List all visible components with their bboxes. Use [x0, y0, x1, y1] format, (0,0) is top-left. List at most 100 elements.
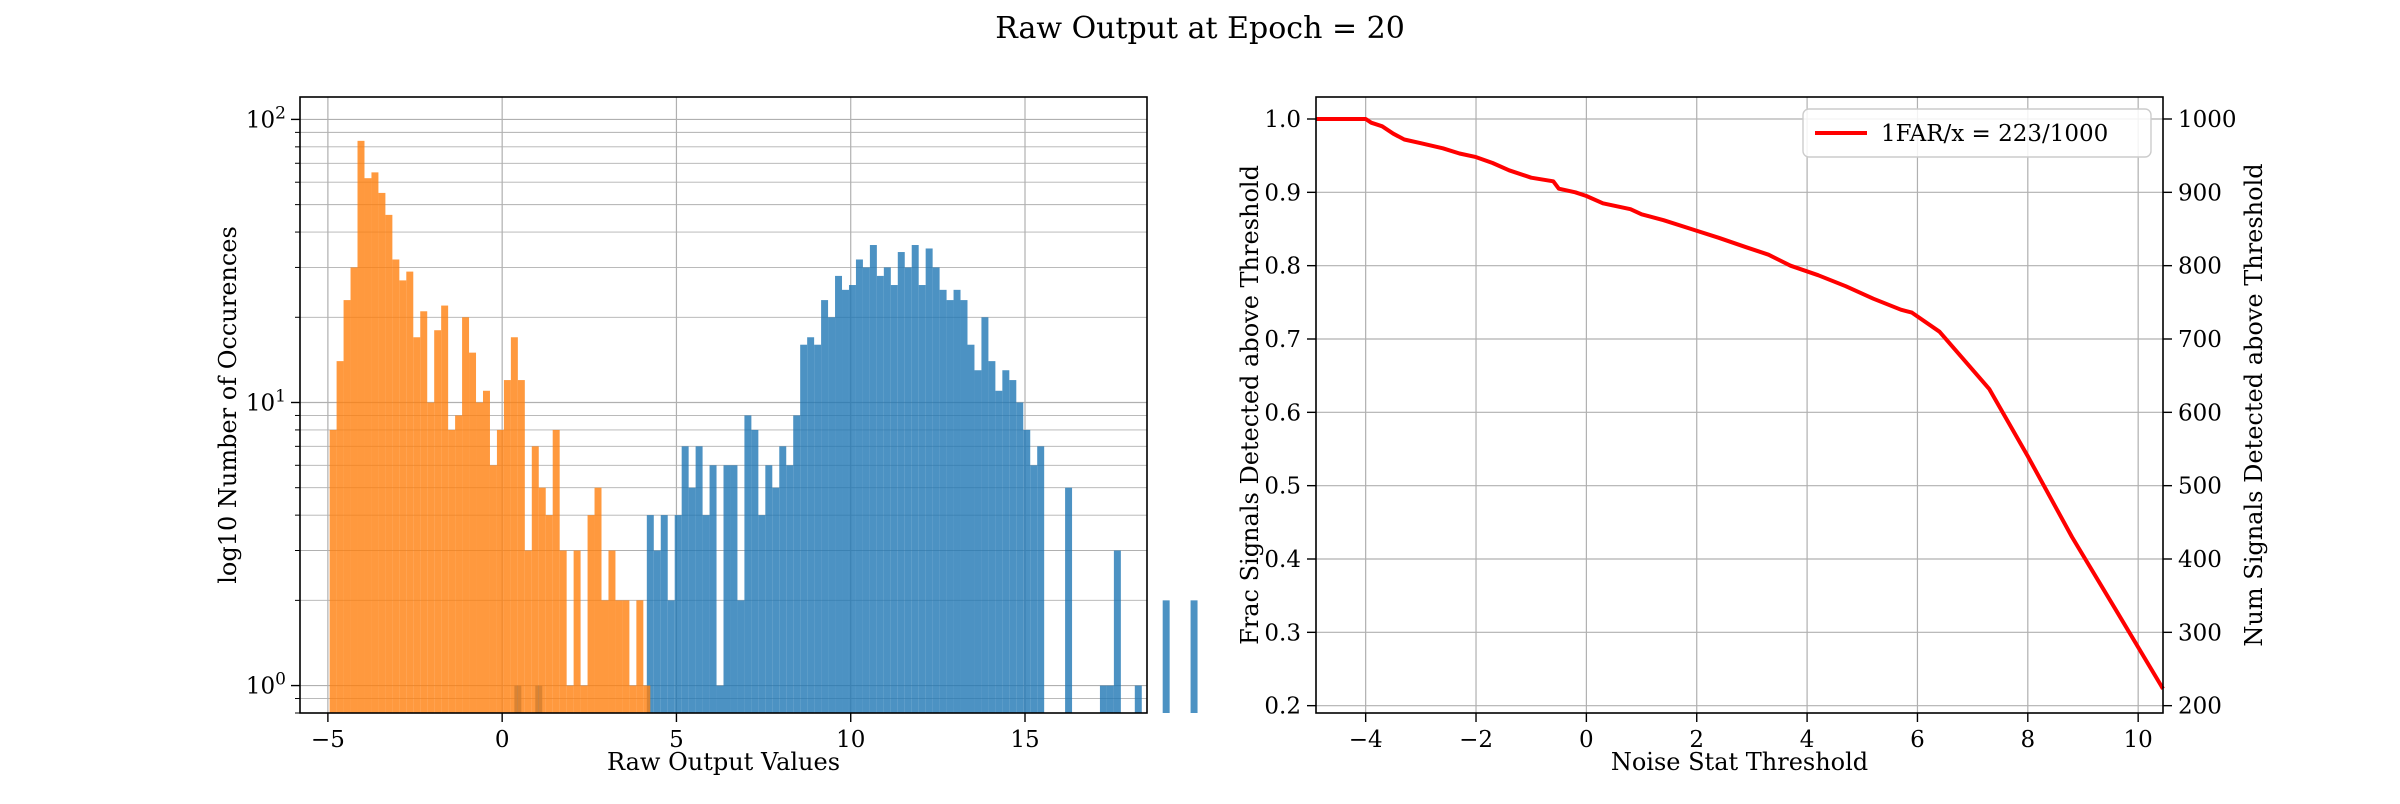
histogram-bar: [1009, 380, 1017, 713]
histogram-bar: [573, 550, 581, 713]
histogram-bar: [828, 317, 836, 713]
histogram-bar: [730, 465, 738, 713]
histogram-bar: [653, 550, 661, 713]
histogram-bar: [552, 429, 560, 713]
histogram-bar: [967, 344, 975, 713]
histogram-bar: [974, 370, 982, 713]
histogram-bar: [681, 446, 689, 713]
histogram-bar: [702, 515, 710, 713]
histogram-bar: [566, 685, 574, 713]
y-tick-label: 0.5: [1264, 474, 1301, 500]
y-tick-label: 0.6: [1264, 400, 1301, 426]
histogram-bar: [723, 465, 731, 713]
histogram-bar: [601, 600, 609, 713]
histogram-bar: [364, 178, 372, 713]
histogram-bar: [1099, 685, 1107, 713]
histogram-bar: [1162, 600, 1170, 713]
histogram-bar: [862, 267, 870, 713]
x-tick-label: 2: [1689, 727, 1704, 753]
histogram-bar: [545, 515, 553, 713]
histogram-bar: [343, 300, 351, 713]
histogram-bar: [580, 685, 588, 713]
y2-tick-label: 500: [2178, 474, 2222, 500]
histogram-bar: [482, 390, 490, 713]
histogram-bar: [786, 465, 794, 713]
histogram-bar: [883, 267, 891, 713]
figure-title: Raw Output at Epoch = 20: [995, 11, 1405, 46]
y-tick-label: 0.7: [1264, 327, 1301, 353]
histogram-bar: [608, 550, 616, 713]
y2-tick-label: 600: [2178, 400, 2222, 426]
histogram-bar: [524, 550, 532, 713]
histogram-bar: [695, 446, 703, 713]
line-chart-y2-axis-label: Num Signals Detected above Threshold: [2240, 163, 2268, 646]
histogram-bar: [716, 685, 724, 713]
threshold-line-chart: −4 −2 0 2 4 6 8 10 0.2 0.3 0.4 0.5 0.6 0.7 0.8 0.9 1.0 20…: [1236, 96, 2268, 776]
histogram-bar: [807, 337, 815, 713]
histogram-bar: [1023, 429, 1031, 713]
y2-tick-label: 300: [2178, 620, 2222, 646]
series-line: [1316, 117, 2165, 690]
line-chart-grid: [1316, 97, 2163, 713]
histogram-bar: [751, 429, 759, 713]
histogram-bar: [420, 311, 428, 713]
histogram-bar: [496, 429, 504, 713]
histogram-bar: [378, 192, 386, 714]
histogram-axes-frame: [299, 96, 1148, 714]
line-chart-legend: 1FAR/x = 223/1000: [1802, 108, 2152, 158]
y2-tick-label: 400: [2178, 547, 2222, 573]
x-tick-label: −4: [1349, 727, 1383, 753]
histogram-bar: [855, 259, 863, 713]
histogram-bar: [622, 600, 630, 713]
y2-tick-label: 700: [2178, 327, 2222, 353]
x-tick-label: −2: [1459, 727, 1493, 753]
line-chart-y-axis-label: Frac Signals Detected above Threshold: [1236, 165, 1264, 645]
histogram-bar: [406, 271, 414, 713]
histogram-bar: [674, 515, 682, 713]
histogram-bar: [758, 515, 766, 713]
histogram-bar: [814, 344, 822, 713]
histogram-bar: [667, 600, 675, 713]
y-tick-label: 0.4: [1264, 547, 1301, 573]
histogram-bar: [629, 685, 637, 713]
histogram-bar: [1113, 550, 1121, 713]
histogram-bar: [559, 550, 567, 713]
y-tick-label: 102: [246, 103, 286, 133]
histogram-bar: [594, 487, 602, 713]
histogram-bar: [615, 600, 623, 713]
y2-tick-label: 200: [2178, 694, 2222, 720]
histogram-bar: [793, 415, 801, 713]
histogram-bar: [848, 285, 856, 713]
histogram-bar: [904, 267, 912, 713]
histogram-bar: [371, 172, 379, 713]
line-chart-x-axis-label: Noise Stat Threshold: [1611, 748, 1868, 776]
histogram-bar: [455, 415, 463, 713]
y2-tick-label: 800: [2178, 254, 2222, 280]
histogram-bar: [842, 289, 849, 713]
histogram-series-1: [514, 245, 1198, 714]
x-tick-label: 5: [669, 727, 684, 753]
histogram-bar: [688, 487, 696, 713]
histogram-bar: [503, 380, 511, 713]
y2-tick-label: 900: [2178, 180, 2222, 206]
histogram-bar: [1190, 600, 1198, 713]
histogram-bar: [772, 487, 780, 713]
histogram-bar: [329, 429, 337, 713]
y-tick-label: 0.8: [1264, 254, 1301, 280]
histogram-bar: [385, 214, 393, 713]
histogram-x-axis-label: Raw Output Values: [607, 748, 840, 776]
legend-label: 1FAR/x = 223/1000: [1881, 121, 2108, 147]
y-tick-label: 0.3: [1264, 620, 1301, 646]
histogram-bar: [643, 685, 651, 713]
histogram-bar: [489, 465, 497, 713]
histogram-bar: [476, 402, 483, 713]
histogram-bar: [350, 267, 358, 713]
line-chart-axes-frame: [1315, 96, 2164, 714]
histogram-bar: [462, 317, 470, 713]
x-tick-label: 15: [1010, 727, 1039, 753]
histogram-bar: [392, 259, 400, 713]
histogram-bar: [995, 390, 1003, 713]
histogram-bar: [636, 600, 644, 713]
histogram-bar: [538, 487, 546, 713]
